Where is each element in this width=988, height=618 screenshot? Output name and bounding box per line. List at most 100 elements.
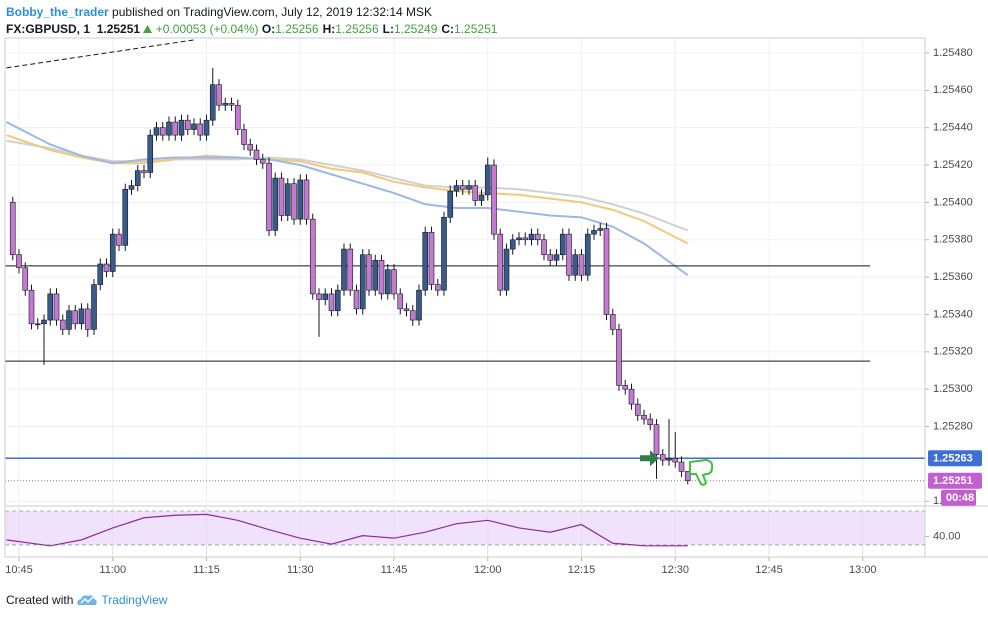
candle-body (41, 319, 47, 325)
candle-body (684, 471, 691, 482)
candle-body (266, 162, 272, 231)
ohlc-label: C: (441, 22, 455, 36)
candle-body (603, 228, 610, 315)
thumbs-down-icon (689, 458, 714, 486)
candle-body (78, 308, 85, 325)
candle-body (347, 248, 354, 291)
y-tick-label: 1.25440 (933, 122, 973, 134)
candle-body (466, 185, 472, 190)
candle-body (172, 121, 179, 136)
candle-body (666, 457, 672, 461)
x-tick-label: 11:45 (381, 564, 408, 576)
last-price-box (928, 472, 982, 489)
candle-body (378, 259, 385, 295)
candle-body (9, 202, 16, 255)
candle-body (647, 418, 654, 425)
y-tick-label: 1.25360 (933, 271, 973, 283)
moving-average (6, 121, 689, 277)
candle-body (384, 269, 391, 295)
candle-body (272, 177, 279, 231)
symbol-legend: FX:GBPUSD, 1 1.25251 +0.00053 (+0.04%) O… (6, 22, 501, 36)
candle-body (197, 123, 204, 136)
candle-body (359, 254, 366, 310)
footer: Created with TradingView (6, 593, 167, 607)
candle-body (59, 319, 66, 330)
candle-body (403, 308, 410, 312)
candle-body (209, 84, 216, 121)
y-tick-label: 1.25400 (933, 196, 973, 208)
candle-body (584, 233, 591, 276)
y-tick-label: 1.25420 (933, 159, 973, 171)
candle-body (634, 403, 641, 416)
marked-level-label: 1.25263 (933, 453, 973, 465)
candle-body (472, 185, 479, 201)
marked-level-box (928, 450, 982, 467)
candle-body (303, 179, 310, 220)
ohlc-label: L: (382, 22, 394, 36)
last-price-label: 1.25251 (933, 475, 973, 487)
ohlc-label: O: (261, 22, 276, 36)
candle-body (116, 233, 122, 246)
y-tick-label: 1.25460 (933, 84, 973, 96)
candle-body (316, 293, 322, 300)
brand[interactable]: TradingView (101, 593, 168, 607)
candle-body (228, 103, 235, 106)
candle-body (366, 254, 372, 291)
candle-body (609, 314, 616, 330)
candle-body (353, 289, 360, 310)
ohlc-value: 1.25256 (335, 22, 379, 36)
candle-body (422, 231, 429, 291)
x-tick-label: 12:30 (661, 564, 689, 576)
rsi-line (6, 513, 688, 547)
candle-body (678, 461, 685, 472)
candle-body (616, 329, 622, 386)
candle-body (484, 164, 491, 196)
candle-body (522, 237, 529, 241)
candle-body (372, 259, 379, 291)
ohlc-label: H: (322, 22, 336, 36)
rsi-tick-label: 40.00 (933, 530, 961, 542)
candle-body (259, 159, 266, 164)
y-tick-label: 1.25340 (933, 308, 973, 320)
candle-body (159, 127, 166, 136)
candle-body (216, 84, 222, 106)
moving-average (6, 139, 689, 232)
candle-body (166, 121, 172, 136)
candle-body (22, 267, 29, 291)
candle-body (16, 254, 22, 269)
candle-body (572, 254, 579, 276)
footer-text: Created with (6, 593, 74, 607)
candle-body (178, 119, 185, 136)
trend-line (6, 39, 195, 69)
candle-body (478, 194, 485, 201)
candle-body (66, 310, 72, 330)
candle-body (497, 233, 504, 291)
candle-body (434, 284, 441, 291)
rsi-band (5, 510, 925, 545)
candle-body (184, 119, 191, 130)
logo (77, 595, 98, 605)
author[interactable]: Bobby_the_trader (6, 5, 109, 19)
candle-body (309, 218, 316, 295)
candle-body (253, 149, 260, 160)
candle-body (234, 104, 241, 130)
candle-body (147, 134, 154, 173)
last-price: 1.25251 (96, 22, 141, 36)
published: published on TradingView.com, July 12, 2… (112, 5, 433, 19)
candle-body (47, 293, 54, 321)
candle-body (597, 228, 604, 231)
candle-body (653, 424, 660, 455)
candle-body (34, 323, 41, 326)
y-tick-label: 1.25280 (933, 420, 973, 432)
ohlc-value: 1.25251 (454, 22, 498, 36)
candle-body (628, 388, 635, 405)
price-pane (5, 38, 925, 505)
x-tick-label: 12:00 (474, 564, 502, 576)
candle-body (441, 217, 447, 291)
candle-body (509, 239, 516, 250)
x-tick-label: 12:45 (755, 564, 783, 576)
candle-body (622, 385, 629, 390)
candle-body (559, 233, 566, 255)
candle-body (291, 183, 297, 220)
